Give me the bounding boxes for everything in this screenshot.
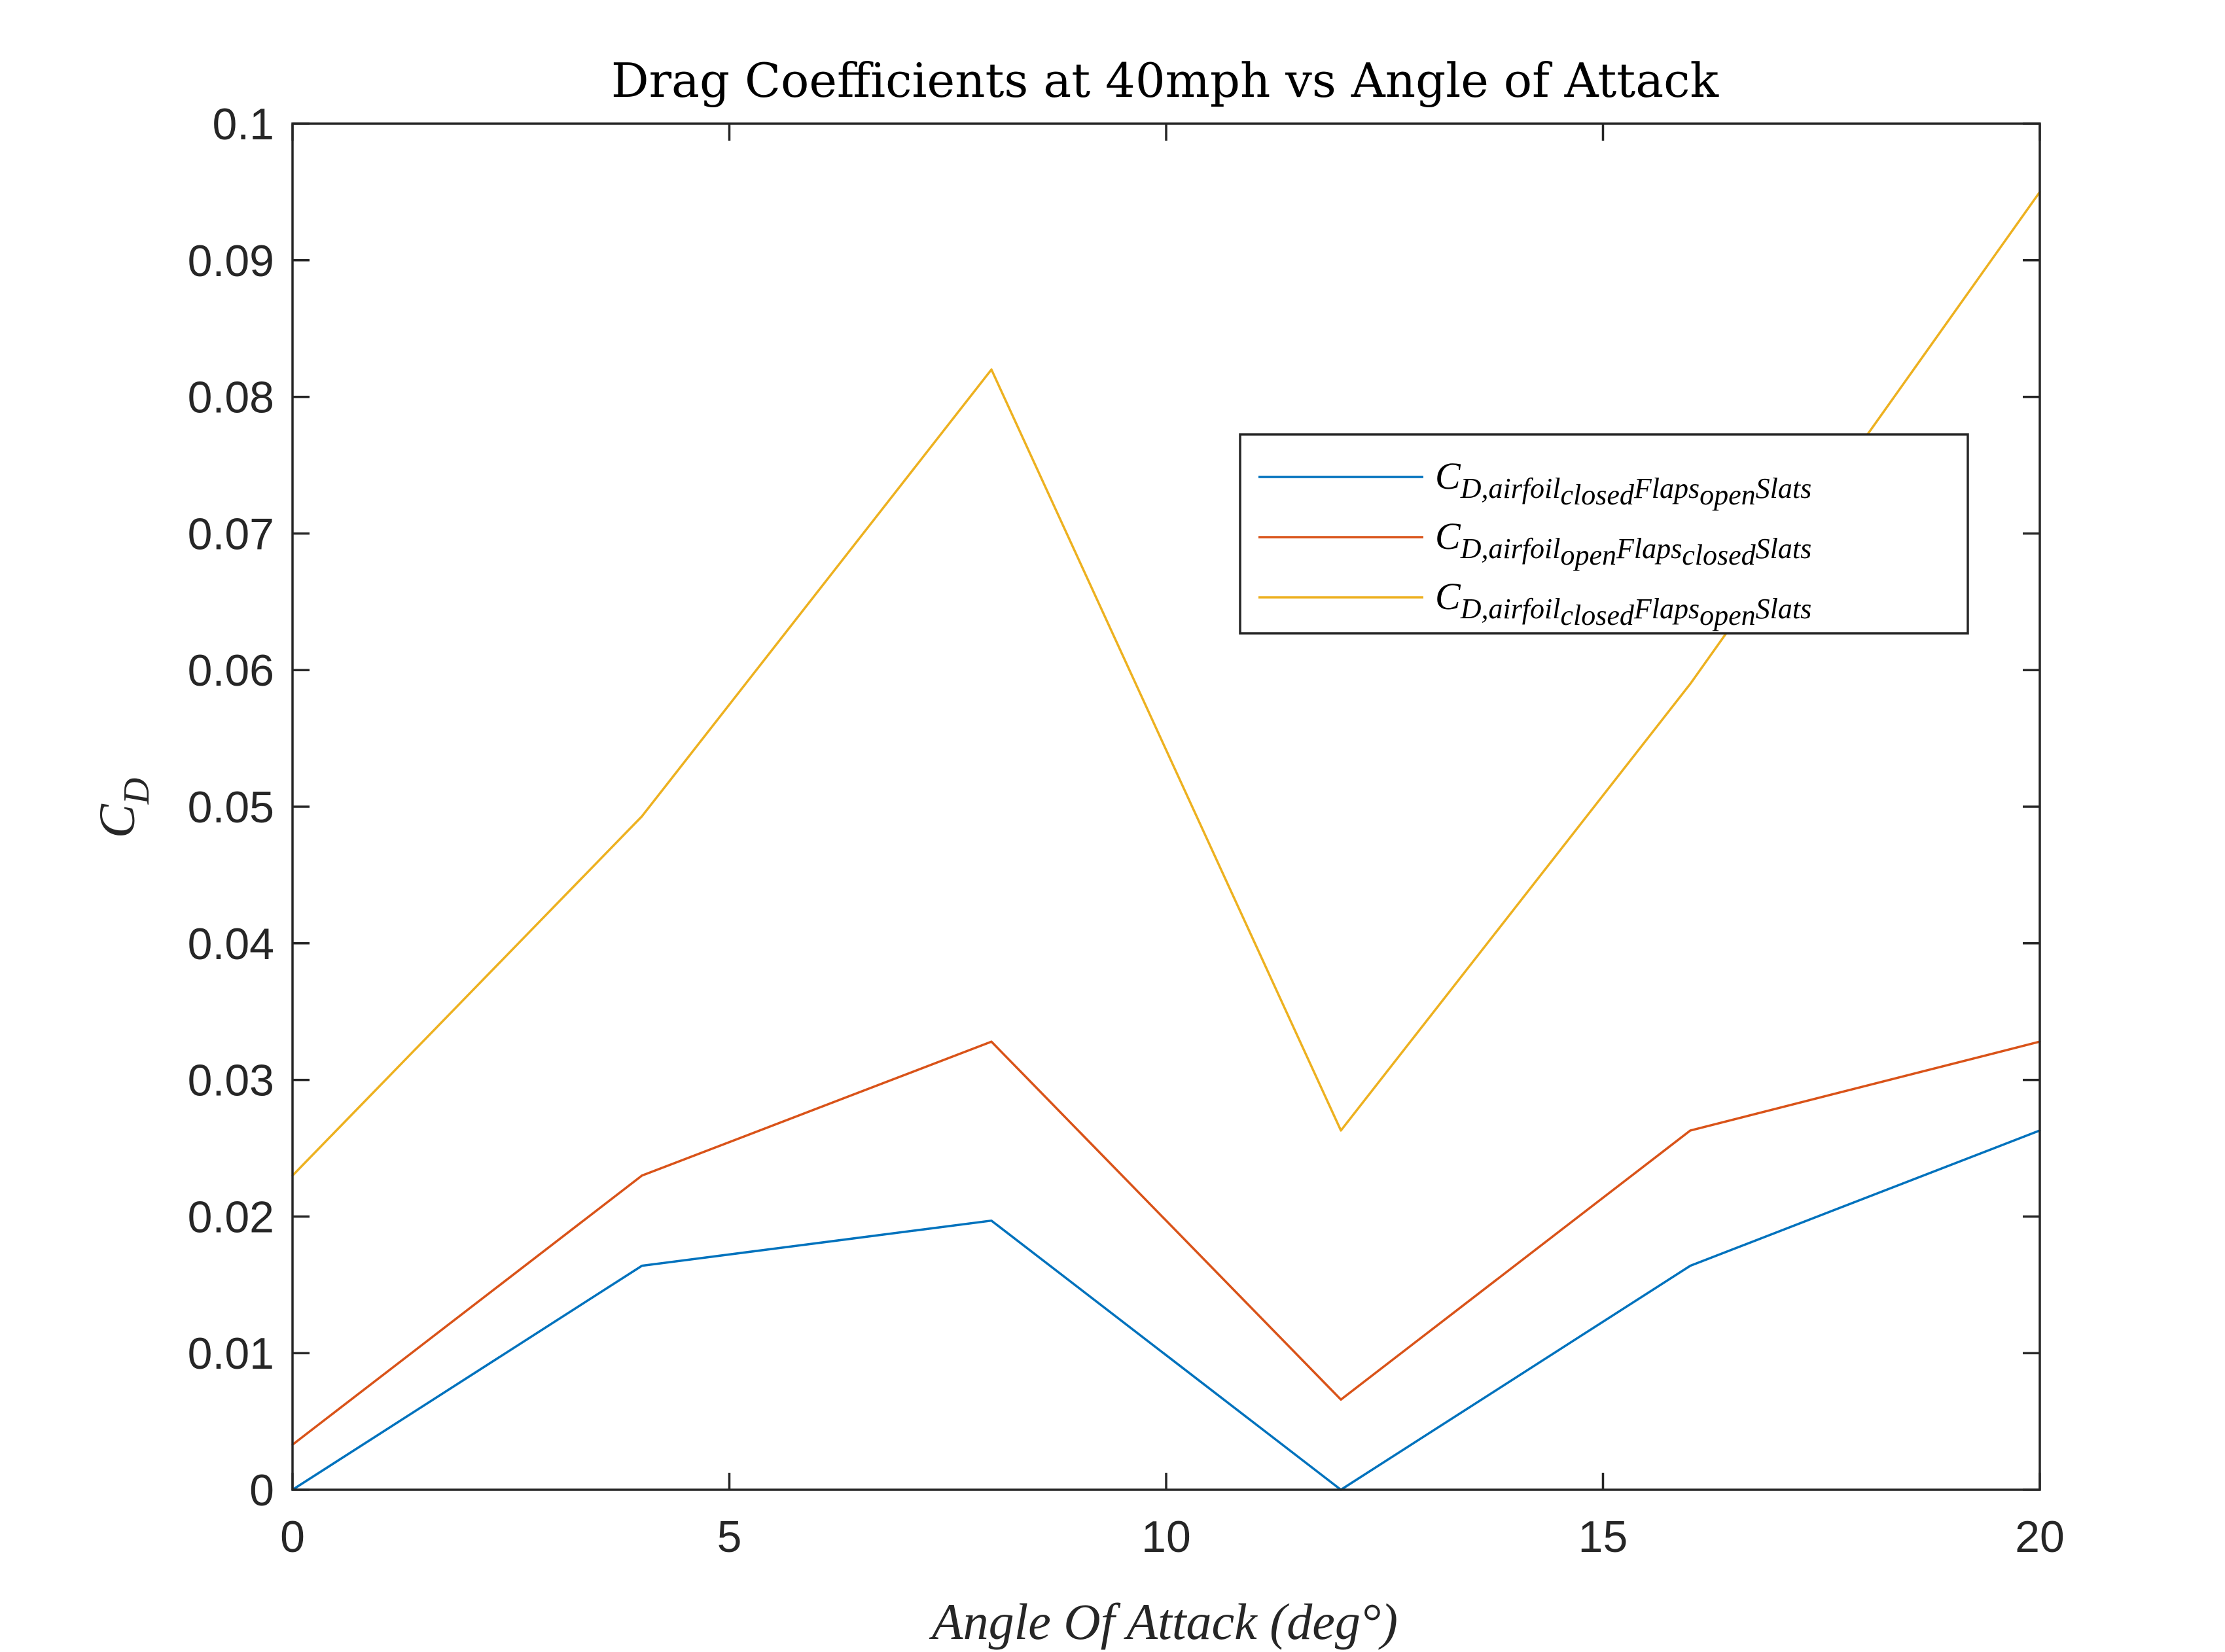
x-tick-label: 20 — [2015, 1512, 2065, 1562]
y-tick-label: 0.06 — [188, 646, 274, 695]
legend-label-part: open — [1560, 539, 1616, 571]
legend-label: CD,airfoilclosedFlapsopenSlats — [1435, 575, 1811, 631]
legend-label-part: Flaps — [1616, 533, 1682, 565]
series-2-line — [291, 1040, 2041, 1446]
y-axis-label-text: CD — [88, 778, 157, 838]
legend-entry-2: CD,airfoilopenFlapsclosedSlats — [1258, 515, 1811, 571]
legend-label: CD,airfoilopenFlapsclosedSlats — [1435, 515, 1811, 571]
legend-label-part: D,airfoil — [1460, 533, 1561, 565]
x-tick-label: 5 — [717, 1512, 742, 1562]
y-tick-label: 0.04 — [188, 919, 274, 969]
axes-layer: 0 5 10 15 20 0 0.01 0.02 0.03 0.04 0.05 0.06 0.07 0.0… — [188, 99, 2065, 1562]
legend-box — [1239, 433, 1969, 635]
y-tick-label: 0.08 — [188, 373, 274, 423]
y-tick-label: 0.02 — [188, 1192, 274, 1242]
chart-title: Drag Coefficients at 40mph vs Angle of A… — [611, 53, 1720, 108]
y-tick-label: 0 — [249, 1466, 274, 1515]
legend-label-part: C — [1435, 575, 1461, 618]
plot-area — [293, 124, 2040, 1490]
x-tick-label: 15 — [1578, 1512, 1628, 1562]
y-axis-label-main: C — [88, 803, 145, 838]
legend: CD,airfoilclosedFlapsopenSlatsCD,airfoil… — [1239, 433, 1969, 635]
y-tick-label: 0.1 — [212, 99, 274, 149]
legend-entry-1: CD,airfoilclosedFlapsopenSlats — [1258, 455, 1811, 511]
legend-label-part: closed — [1560, 479, 1634, 511]
legend-label-part: Flaps — [1633, 472, 1700, 504]
legend-label: CD,airfoilclosedFlapsopenSlats — [1435, 455, 1811, 511]
series-1 — [291, 1129, 2041, 1491]
legend-label-part: open — [1700, 479, 1756, 511]
y-tick-label: 0.01 — [188, 1329, 274, 1379]
x-tick-label: 0 — [280, 1512, 305, 1562]
y-tick-label: 0.03 — [188, 1056, 274, 1106]
legend-label-part: C — [1435, 455, 1461, 497]
legend-label-part: D,airfoil — [1460, 593, 1561, 625]
legend-label-part: closed — [1560, 599, 1634, 631]
legend-label-part: Flaps — [1633, 593, 1700, 625]
y-tick-label: 0.09 — [188, 236, 274, 286]
legend-label-part: Slats — [1756, 593, 1812, 625]
x-axis-label: Angle Of Attack (deg°) — [929, 1593, 1398, 1650]
y-axis-label: CD — [88, 778, 157, 838]
y-axis-label-sub: D — [116, 778, 157, 805]
series-1-line — [291, 1129, 2041, 1491]
legend-label-part: D,airfoil — [1460, 472, 1561, 504]
x-tick-label: 10 — [1141, 1512, 1191, 1562]
plot-background — [293, 124, 2040, 1490]
legend-label-part: Slats — [1756, 533, 1812, 565]
legend-label-part: open — [1700, 599, 1756, 631]
legend-label-part: closed — [1682, 539, 1756, 571]
legend-entry-3: CD,airfoilclosedFlapsopenSlats — [1258, 575, 1811, 631]
y-tick-label: 0.05 — [188, 782, 274, 832]
legend-label-part: Slats — [1756, 472, 1812, 504]
series-2 — [291, 1040, 2041, 1446]
legend-label-part: C — [1435, 515, 1461, 557]
y-tick-label: 0.07 — [188, 509, 274, 559]
